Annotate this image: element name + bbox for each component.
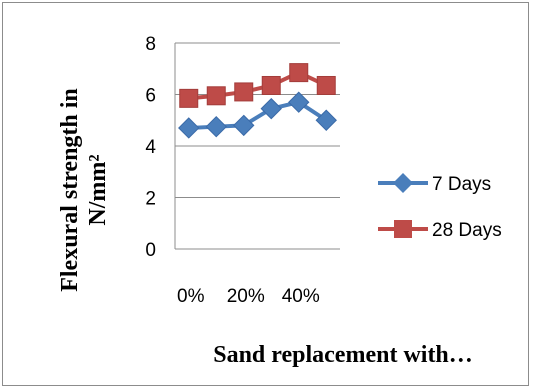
data-point-7-days [178,117,200,139]
data-point-28-days [179,88,199,108]
data-point-28-days [234,82,254,102]
data-point-28-days [206,86,226,106]
data-point-7-days [260,97,282,120]
y-tick-label: 4 [145,137,156,158]
data-point-7-days [205,115,227,138]
x-tick-labels: 0% 20% 40% [177,286,320,307]
data-point-28-days [316,75,336,95]
data-point-28-days [289,63,309,83]
series-group [178,63,337,139]
legend: 7 Days 28 Days [378,173,502,241]
y-tick-labels: 0 2 4 6 8 [145,34,156,261]
y-tick-label: 8 [145,34,156,55]
y-axis-title-line2: N/mm² [85,154,111,225]
data-point-28-days [261,75,281,95]
x-tick-label: 0% [177,286,205,307]
y-tick-label: 0 [145,240,156,261]
legend-label: 28 Days [432,220,502,241]
data-point-7-days [288,91,310,113]
x-axis-title: Sand replacement with… [213,342,473,368]
legend-marker-7-days [393,173,413,193]
y-axis-title-line1: Flexural strength in [57,88,83,292]
y-tick-label: 2 [145,189,156,210]
data-point-7-days [233,114,255,137]
x-tick-label: 40% [282,286,320,307]
gridlines [174,42,340,250]
legend-marker-28-days [394,220,412,238]
y-tick-label: 6 [145,86,156,107]
chart-frame [2,2,529,386]
x-tick-label: 20% [227,286,265,307]
data-point-7-days [315,109,337,131]
legend-label: 7 Days [432,174,491,195]
